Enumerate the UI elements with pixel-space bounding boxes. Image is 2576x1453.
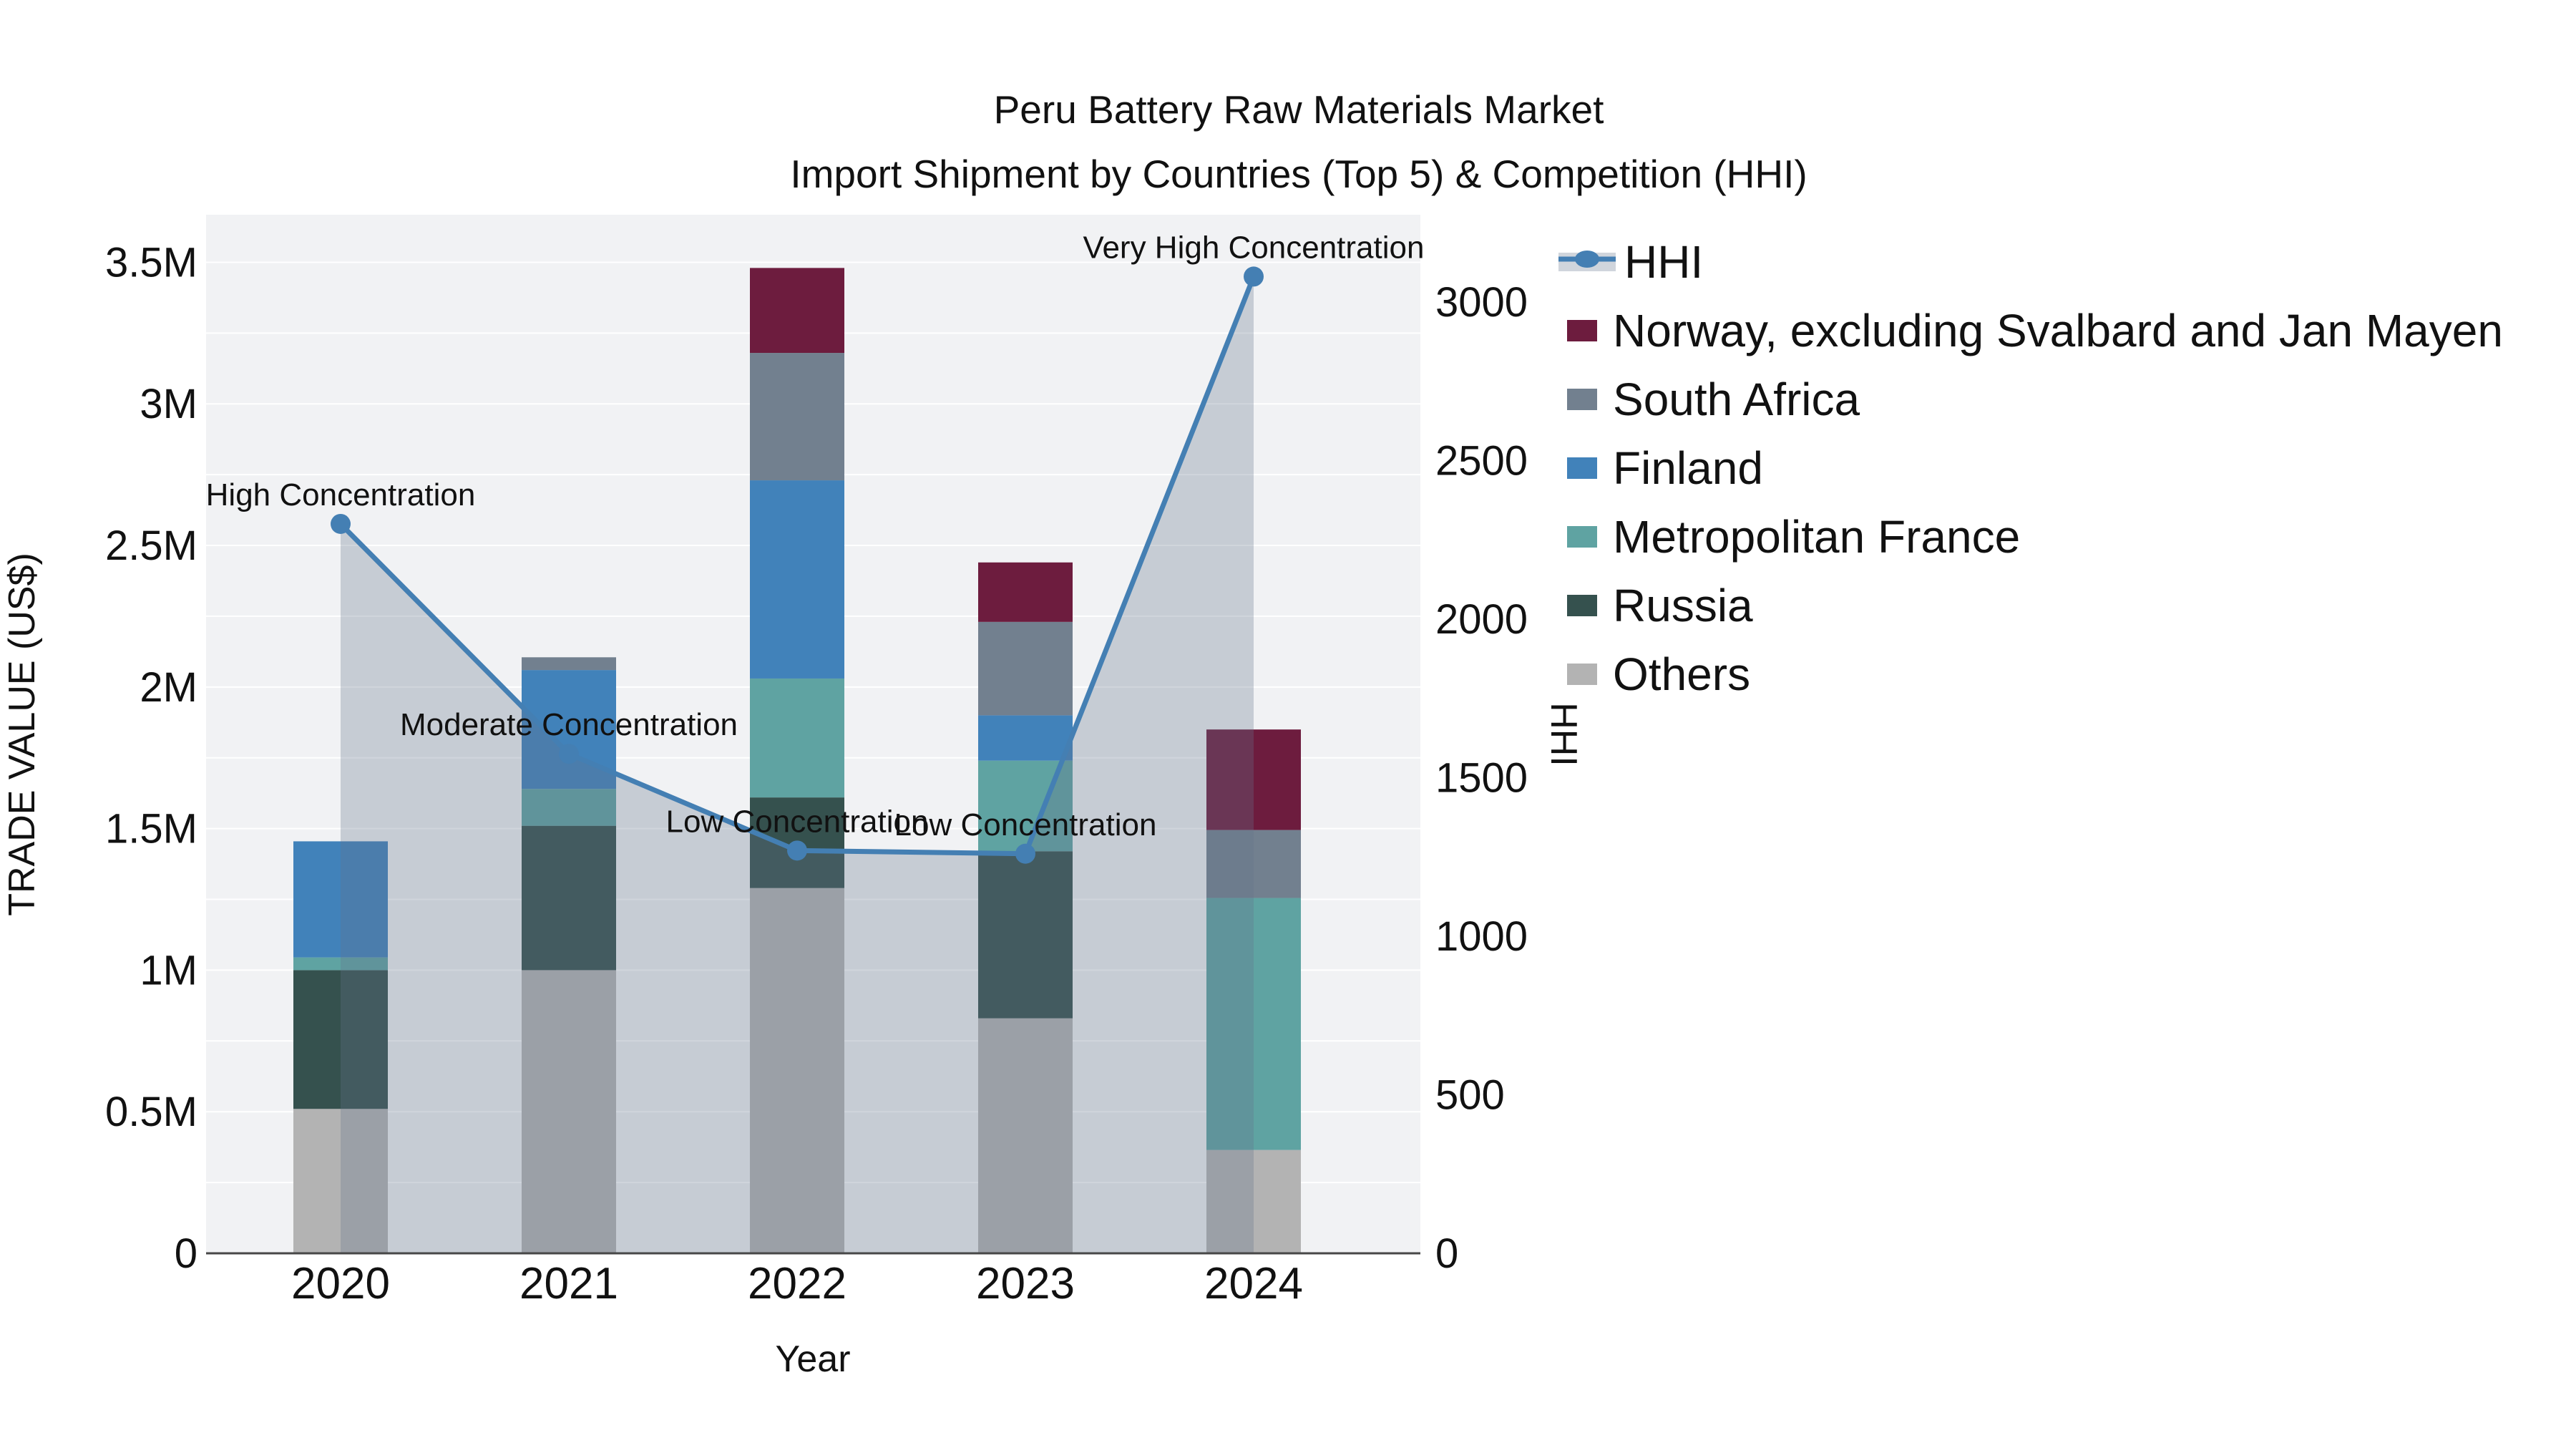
annotation-2023: Low Concentration — [894, 807, 1157, 842]
bar-segment-south-africa-2023 — [978, 621, 1073, 716]
legend-item-finland[interactable]: Finland — [1567, 442, 1763, 494]
y-left-tick-2M: 2M — [140, 664, 197, 711]
bar-segment-others-2023 — [978, 1018, 1073, 1253]
legend-hhi-marker-icon — [1575, 251, 1599, 268]
bar-segment-russia-2023 — [978, 851, 1073, 1019]
y-left-tick-0.5M: 0.5M — [105, 1089, 197, 1135]
annotation-2020: High Concentration — [206, 477, 476, 512]
legend-item-norway-excluding-svalbard-and-jan-mayen[interactable]: Norway, excluding Svalbard and Jan Mayen — [1567, 305, 2503, 356]
legend: HHI Norway, excluding Svalbard and Jan Ma… — [1558, 236, 2503, 700]
y-right-tick-3000: 3000 — [1435, 279, 1528, 326]
legend-swatch-icon — [1567, 526, 1597, 548]
x-tick-2022: 2022 — [748, 1259, 847, 1308]
bar-segment-russia-2020 — [293, 970, 388, 1109]
chart-title-line2: Import Shipment by Countries (Top 5) & C… — [790, 152, 1807, 196]
y-left-tick-3.5M: 3.5M — [105, 239, 197, 286]
legend-label: HHI — [1624, 236, 1703, 288]
bar-segment-norway-excluding-svalbard-and-jan-mayen-2022 — [750, 268, 844, 354]
hhi-area-layer — [341, 276, 1254, 1254]
y-left-tick-1.5M: 1.5M — [105, 806, 197, 852]
legend-item-russia[interactable]: Russia — [1567, 580, 1753, 631]
y-right-tick-0: 0 — [1435, 1230, 1458, 1277]
legend-label: Finland — [1613, 442, 1763, 494]
annotation-2021: Moderate Concentration — [400, 707, 738, 742]
legend-label: Russia — [1613, 580, 1753, 631]
x-tick-2023: 2023 — [976, 1259, 1075, 1308]
bar-segment-metropolitan-france-2021 — [522, 789, 616, 826]
x-tick-2024: 2024 — [1204, 1259, 1303, 1308]
bar-segment-others-2024 — [1206, 1150, 1301, 1253]
legend-label: South Africa — [1613, 374, 1860, 425]
bar-segment-finland-2023 — [978, 715, 1073, 761]
hhi-point-2021 — [559, 744, 579, 764]
axes-layer: 0 0.5M 1M 1.5M 2M 2.5M 3M 3.5M 0 500 1000 1500 2000 2… — [105, 239, 1528, 1308]
hhi-point-2023 — [1015, 843, 1035, 864]
annotations-layer: High Concentration Moderate Concentration… — [206, 230, 1425, 842]
x-tick-2021: 2021 — [519, 1259, 618, 1308]
bar-segment-metropolitan-france-2024 — [1206, 898, 1301, 1150]
y-right-axis-title: HHI — [1543, 702, 1584, 767]
legend-swatch-icon — [1567, 389, 1597, 410]
hhi-point-2022 — [787, 840, 807, 861]
y-right-tick-500: 500 — [1435, 1071, 1505, 1118]
hhi-point-2024 — [1244, 266, 1264, 287]
bar-segment-south-africa-2022 — [750, 353, 844, 481]
bar-segment-finland-2022 — [750, 480, 844, 679]
hhi-line-layer — [331, 266, 1264, 864]
bar-segment-others-2020 — [293, 1109, 388, 1253]
legend-swatch-icon — [1567, 595, 1597, 616]
legend-item-south-africa[interactable]: South Africa — [1567, 374, 1860, 425]
legend-swatch-icon — [1567, 320, 1597, 341]
bar-segment-norway-excluding-svalbard-and-jan-mayen-2023 — [978, 562, 1073, 622]
legend-swatch-icon — [1567, 664, 1597, 685]
annotation-2024: Very High Concentration — [1083, 230, 1425, 265]
bar-segment-metropolitan-france-2020 — [293, 957, 388, 971]
stacked-bars-layer — [293, 268, 1301, 1253]
bar-segment-others-2021 — [522, 970, 616, 1253]
y-left-axis-title: TRADE VALUE (US$) — [1, 553, 43, 916]
x-tick-2020: 2020 — [291, 1259, 390, 1308]
bar-segment-norway-excluding-svalbard-and-jan-mayen-2024 — [1206, 729, 1301, 830]
legend-item-hhi[interactable]: HHI — [1558, 236, 1703, 288]
y-right-tick-1500: 1500 — [1435, 754, 1528, 801]
x-axis-title: Year — [775, 1338, 850, 1380]
y-left-tick-0: 0 — [175, 1230, 197, 1277]
legend-label: Metropolitan France — [1613, 511, 2020, 563]
legend-item-others[interactable]: Others — [1567, 648, 1750, 700]
bar-segment-russia-2021 — [522, 825, 616, 971]
y-left-tick-2.5M: 2.5M — [105, 523, 197, 569]
bar-segment-metropolitan-france-2022 — [750, 678, 844, 798]
legend-label: Others — [1613, 648, 1750, 700]
y-right-tick-2500: 2500 — [1435, 437, 1528, 484]
y-right-tick-1000: 1000 — [1435, 913, 1528, 960]
legend-label: Norway, excluding Svalbard and Jan Mayen — [1613, 305, 2503, 356]
annotation-2022: Low Concentration — [666, 804, 929, 839]
bar-segment-south-africa-2021 — [522, 657, 616, 671]
chart-title-line1: Peru Battery Raw Materials Market — [994, 87, 1604, 132]
bar-segment-south-africa-2024 — [1206, 830, 1301, 898]
bar-segment-others-2022 — [750, 888, 844, 1253]
bar-segment-finland-2020 — [293, 841, 388, 958]
hhi-point-2020 — [331, 513, 351, 534]
legend-swatch-icon — [1567, 457, 1597, 479]
y-left-tick-1M: 1M — [140, 947, 197, 993]
hhi-area-fill — [341, 276, 1254, 1254]
y-left-tick-3M: 3M — [140, 381, 197, 427]
y-right-tick-2000: 2000 — [1435, 596, 1528, 643]
legend-item-metropolitan-france[interactable]: Metropolitan France — [1567, 511, 2020, 563]
